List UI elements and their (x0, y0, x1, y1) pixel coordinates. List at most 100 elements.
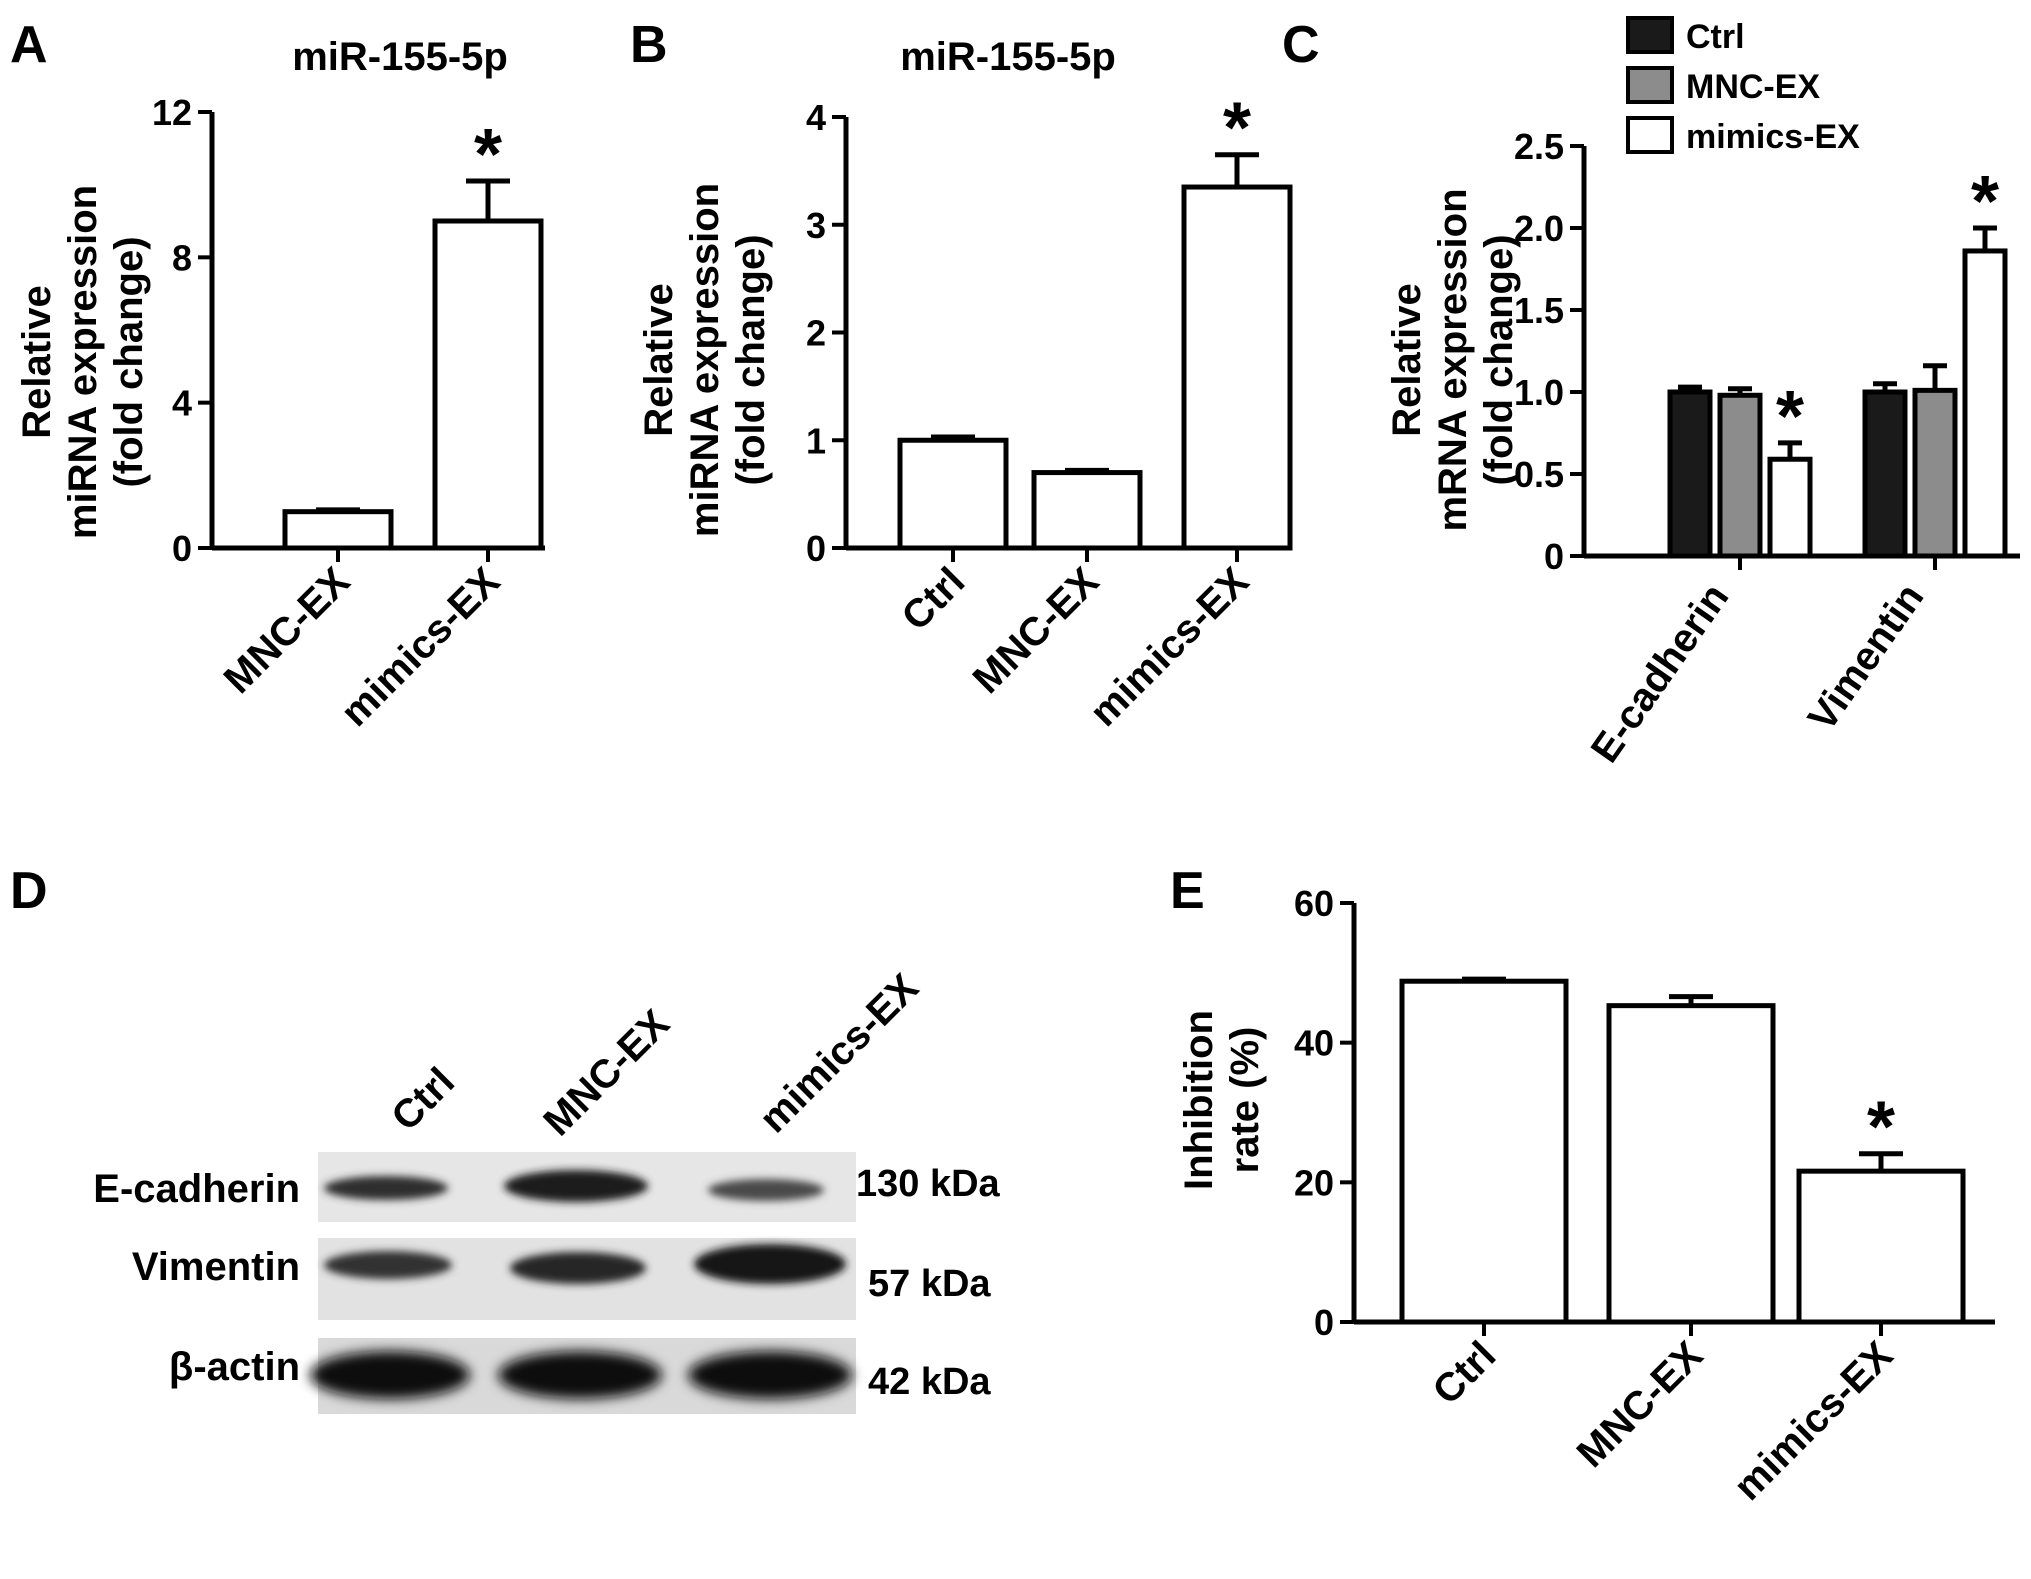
lane-label-mimics-ex: mimics-EX (751, 965, 927, 1141)
bar-ctrl (1399, 978, 1569, 1325)
y-tick-label: 60 (1294, 883, 1334, 924)
bar-mnc-ex (1031, 470, 1143, 551)
x-category-label: mimics-EX (333, 559, 509, 735)
bar-mimics-ex (1181, 184, 1293, 551)
panel-letter-d: D (10, 862, 48, 920)
panel-e-plot: 0 20 40 60 Ctrl MNC-EX * mimics-EX (1294, 883, 1995, 1509)
kda-label-vimentin: 57 kDa (868, 1263, 991, 1305)
panel-c-ylabel: Relative mRNA expression (fold change) (1385, 188, 1521, 531)
protein-label-e-cadherin: E-cadherin (93, 1167, 300, 1211)
ylabel-line-2: miRNA expression (683, 183, 727, 537)
bar-mnc-ex-vimentin (1912, 387, 1958, 559)
ylabel-line-2: rate (%) (1223, 1027, 1267, 1174)
bar-ctrl-vimentin (1862, 389, 1908, 559)
x-category-label: mimics-EX (1726, 1333, 1902, 1509)
blot-e-cadherin (318, 1152, 856, 1222)
y-tick-label: 4 (172, 383, 192, 424)
y-tick-label: 1.5 (1514, 290, 1564, 331)
legend-swatch-ctrl (1626, 16, 1674, 54)
lane-label-mnc-ex: MNC-EX (535, 1001, 678, 1144)
legend-swatch-mnc-ex (1626, 66, 1674, 104)
bar-mimics-ex (432, 218, 544, 551)
x-category-label: E-cadherin (1583, 576, 1738, 771)
blot-vimentin (318, 1238, 856, 1320)
significance-marker: * (474, 115, 502, 195)
panel-b-title: miR-155-5p (900, 35, 1116, 79)
band-mnc-ex (510, 1252, 646, 1284)
protein-label-vimentin: Vimentin (132, 1245, 300, 1289)
panel-e: E Inhibition rate (%) 0 20 40 60 Ctrl MNC-EX *… (1170, 862, 1995, 1509)
x-category-label: Ctrl (894, 559, 974, 639)
significance-marker: * (1867, 1088, 1895, 1168)
band-mimics-ex (688, 1351, 852, 1399)
y-tick-label: 0 (806, 528, 826, 569)
bar-mimics-ex-vimentin (1962, 248, 2008, 559)
y-tick-label: 0 (172, 528, 192, 569)
bar-mimics-ex-e-cadherin (1767, 456, 1813, 559)
kda-label-beta-actin: 42 kDa (868, 1361, 991, 1403)
ylabel-line-3: (fold change) (107, 236, 151, 487)
panel-letter-a: A (10, 16, 48, 74)
ylabel-line-1: Relative (637, 283, 681, 436)
panel-a-plot: 0 4 8 12 MNC-EX * mimics-EX (152, 92, 545, 735)
y-tick-label: 1.0 (1514, 372, 1564, 413)
panel-a-title: miR-155-5p (292, 35, 508, 79)
significance-marker: * (1223, 89, 1251, 169)
x-category-label: mimics-EX (1082, 559, 1258, 735)
x-category-label: MNC-EX (965, 559, 1108, 702)
band-ctrl (324, 1251, 452, 1279)
y-tick-label: 2.0 (1514, 208, 1564, 249)
ylabel-line-2: miRNA expression (61, 185, 105, 539)
y-tick-label: 12 (152, 92, 192, 133)
band-ctrl (324, 1176, 448, 1200)
y-tick-label: 1 (806, 420, 826, 461)
bar-ctrl-e-cadherin (1667, 389, 1713, 559)
y-tick-label: 0 (1544, 536, 1564, 577)
bar-ctrl (897, 437, 1009, 551)
blot-beta-actin (310, 1338, 856, 1414)
band-mimics-ex (694, 1244, 846, 1284)
panel-c: C Relative mRNA expression (fold change)… (1282, 16, 2020, 770)
panel-b-ylabel: Relative miRNA expression (fold change) (637, 183, 773, 537)
y-tick-label: 2.5 (1514, 126, 1564, 167)
legend-label: Ctrl (1686, 18, 1745, 56)
x-category-label: Ctrl (1425, 1333, 1505, 1413)
band-ctrl (310, 1351, 470, 1399)
lane-label-ctrl: Ctrl (383, 1060, 463, 1140)
ylabel-line-2: mRNA expression (1431, 188, 1475, 531)
legend-swatch-mimics-ex (1626, 116, 1674, 154)
band-mimics-ex (708, 1179, 824, 1201)
y-tick-label: 40 (1294, 1023, 1334, 1064)
y-tick-label: 2 (806, 313, 826, 354)
bar-mnc-ex (1606, 1003, 1776, 1325)
y-tick-label: 0.5 (1514, 454, 1564, 495)
significance-marker: * (1971, 162, 1999, 242)
panel-e-ylabel: Inhibition rate (%) (1177, 1010, 1267, 1190)
panel-letter-c: C (1282, 16, 1320, 74)
significance-marker: * (1776, 377, 1804, 457)
ylabel-line-1: Relative (1385, 283, 1429, 436)
ylabel-line-3: (fold change) (1477, 234, 1521, 485)
panel-b: B miR-155-5p Relative miRNA expression (… (630, 16, 1293, 735)
legend-label: MNC-EX (1686, 68, 1820, 106)
panel-a-ylabel: Relative miRNA expression (fold change) (15, 185, 151, 539)
y-tick-label: 20 (1294, 1162, 1334, 1203)
panel-c-legend: Ctrl MNC-EX mimics-EX (1626, 16, 1860, 156)
panel-letter-e: E (1170, 862, 1205, 920)
y-tick-label: 0 (1314, 1302, 1334, 1343)
panel-d: D Ctrl MNC-EX mimics-EX E-cadherin Vimen… (10, 862, 1001, 1414)
panel-letter-b: B (630, 16, 668, 74)
y-tick-label: 8 (172, 237, 192, 278)
panel-c-plot: 0 0.5 1.0 1.5 2.0 2.5 * E-cadherin * Vimentin (1514, 126, 2020, 770)
bar-mnc-ex (282, 509, 394, 551)
bar-mimics-ex (1796, 1168, 1966, 1325)
bar-mnc-ex-e-cadherin (1717, 392, 1763, 559)
x-category-label: MNC-EX (1569, 1333, 1712, 1476)
ylabel-line-3: (fold change) (729, 234, 773, 485)
kda-label-e-cadherin: 130 kDa (856, 1163, 1001, 1205)
ylabel-line-1: Relative (15, 285, 59, 438)
y-tick-label: 4 (806, 97, 826, 138)
panel-a: A miR-155-5p Relative miRNA expression (… (10, 16, 545, 735)
